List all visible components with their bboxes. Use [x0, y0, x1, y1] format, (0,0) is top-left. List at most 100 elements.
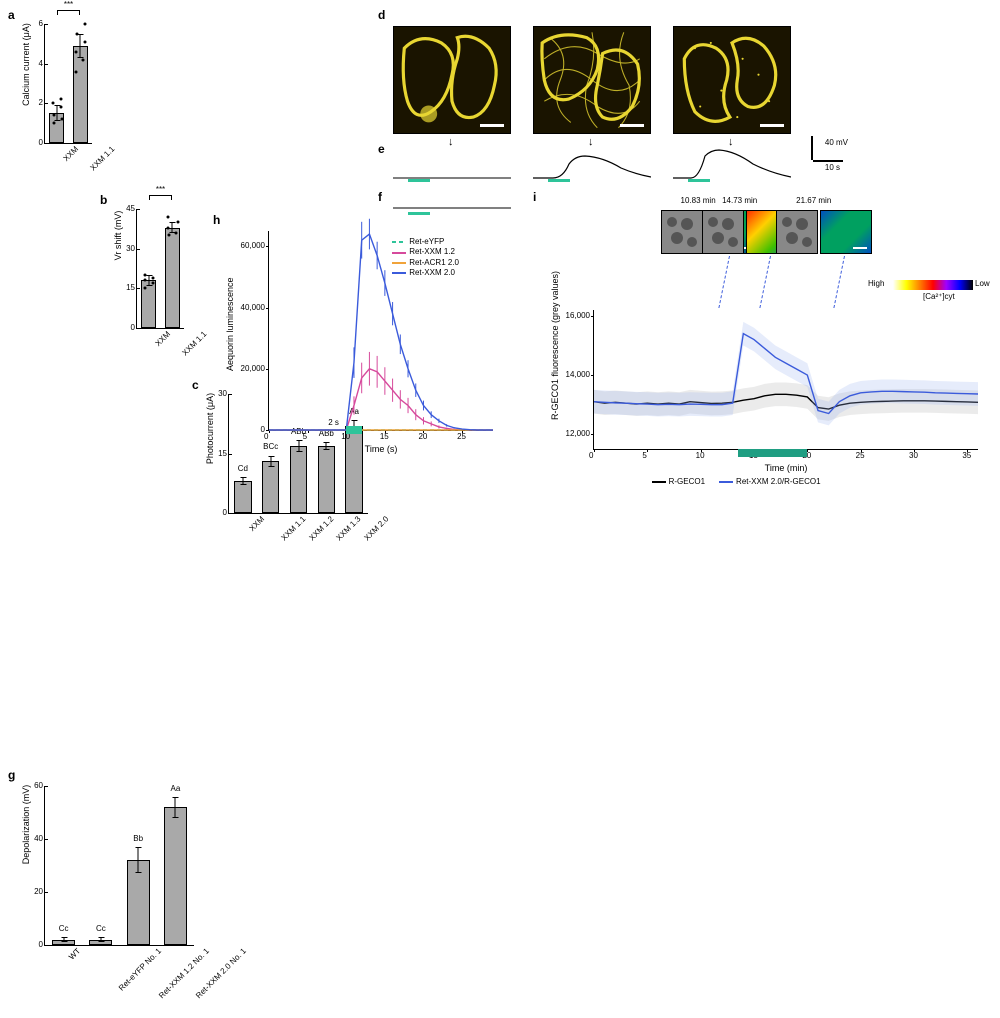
- bright-thumb: [702, 210, 744, 254]
- panel-e: e ↓ ↓ ↓: [378, 142, 808, 186]
- micrograph-1-svg: [394, 27, 510, 133]
- ytick: 30: [126, 245, 135, 253]
- ytick: 6: [39, 20, 43, 28]
- data-point: [144, 287, 147, 290]
- legend-label: Ret-ACR1 2.0: [409, 258, 459, 268]
- data-point: [52, 122, 55, 125]
- panel-b-label: b: [100, 193, 107, 207]
- scalebar-2: [620, 124, 644, 127]
- colorbar-high: High: [868, 279, 884, 288]
- errorbar: [80, 34, 81, 58]
- panel-i: i 0510152025303512,00014,00016,000Time (…: [533, 190, 1000, 510]
- data-point: [152, 276, 155, 279]
- xtick: XXM 2.0: [361, 513, 390, 542]
- bar: [164, 807, 187, 945]
- data-point: [83, 40, 86, 43]
- ytick: 0: [223, 509, 227, 517]
- data-point: [59, 106, 62, 109]
- panel-h: h 0510152025020,00040,00060,000Time (s)A…: [213, 213, 513, 508]
- xtick: 20: [418, 433, 427, 441]
- panel-h-label: h: [213, 213, 220, 227]
- data-point: [76, 32, 79, 35]
- xtick: XXM 1.1: [278, 513, 307, 542]
- ytick: 0: [39, 941, 43, 949]
- panel-c-label: c: [192, 378, 199, 392]
- xtick: XXM: [152, 328, 172, 348]
- legend-label: Ret-XXM 1.2: [409, 247, 455, 257]
- colorbar-low: Low: [975, 279, 990, 288]
- panel-a-label: a: [8, 8, 15, 22]
- ytick: 2: [39, 99, 43, 107]
- ytick: 4: [39, 60, 43, 68]
- connector: [718, 256, 730, 308]
- stim-marker: [346, 426, 361, 434]
- data-point: [51, 102, 54, 105]
- ytick: 20: [34, 888, 43, 896]
- xtick: 35: [962, 452, 971, 460]
- panel-d: d Ret-eYFP # 1 Ret-XXM 1.2 # 1 Ret-XXM 2…: [378, 8, 998, 138]
- data-point: [75, 50, 78, 53]
- panel-g-label: g: [8, 768, 15, 782]
- data-point: [83, 23, 86, 26]
- ylabel: Aequorin luminescence: [225, 277, 235, 371]
- heat-thumb: [820, 210, 872, 254]
- micrograph-2: Ret-XXM 1.2 # 1: [533, 26, 651, 134]
- panel-d-label: d: [378, 8, 385, 22]
- ytick: 14,000: [540, 371, 590, 379]
- xtick: 0: [264, 433, 268, 441]
- micrograph-1: Ret-eYFP # 1: [393, 26, 511, 134]
- trace-scale-t: [813, 160, 843, 162]
- trace-e-1: [393, 150, 511, 182]
- connector: [759, 256, 771, 308]
- xtick: 0: [589, 452, 593, 460]
- panel-b: b 0153045Vr shift (mV)XXMXXM 1.1***: [100, 193, 185, 378]
- panel-a: a 0246Calcium current (μA)XXMXXM 1.1***: [8, 8, 93, 193]
- scalebar-3: [760, 124, 784, 127]
- timepoint-label: 10.83 min: [681, 196, 716, 205]
- xtick: 25: [457, 433, 466, 441]
- xlabel: Time (min): [594, 463, 978, 473]
- ytick: 60,000: [215, 242, 265, 250]
- data-point: [143, 274, 146, 277]
- errorbar: [138, 847, 139, 874]
- ytick: 15: [126, 284, 135, 292]
- panel-i-label: i: [533, 190, 536, 204]
- stim-e-1: [408, 179, 430, 182]
- errorbar: [63, 937, 64, 942]
- stim-bar: [738, 449, 807, 457]
- xtick: 25: [856, 452, 865, 460]
- xtick: 30: [909, 452, 918, 460]
- ylabel: Depolarization (mV): [21, 745, 31, 904]
- micrograph-3: Ret-XXM 2.0 # 1: [673, 26, 791, 134]
- data-point: [75, 70, 78, 73]
- trace-e-3: [673, 148, 791, 182]
- timepoint-label: 21.67 min: [796, 196, 831, 205]
- ytick: 20,000: [215, 365, 265, 373]
- data-point: [166, 215, 169, 218]
- data-point: [60, 98, 63, 101]
- data-point: [174, 231, 177, 234]
- xtick: 10: [696, 452, 705, 460]
- trace-scale-v-label: 40 mV: [825, 138, 848, 147]
- ytick: 40,000: [215, 304, 265, 312]
- ylabel: Vr shift (mV): [113, 176, 123, 295]
- micrograph-3-svg: [674, 27, 790, 133]
- significance: ***: [156, 185, 165, 194]
- xtick: XXM 1.1: [87, 143, 116, 172]
- xtick: XXM 1.1: [179, 328, 208, 357]
- data-point: [144, 279, 147, 282]
- ylabel: Calcium current (μA): [21, 5, 31, 124]
- trace-scale-v: [811, 136, 813, 160]
- trace-e-2: [533, 150, 651, 182]
- xtick: XXM 1.2: [305, 513, 334, 542]
- scalebar-1: [480, 124, 504, 127]
- stim-e-3: [688, 179, 710, 182]
- ytick: 16,000: [540, 312, 590, 320]
- bar-label: Cc: [59, 924, 69, 933]
- xtick: 10: [341, 433, 350, 441]
- errorbar: [56, 105, 57, 121]
- xtick: 5: [642, 452, 646, 460]
- data-point: [167, 226, 170, 229]
- xtick: WT: [65, 945, 82, 962]
- bright-thumb: [776, 210, 818, 254]
